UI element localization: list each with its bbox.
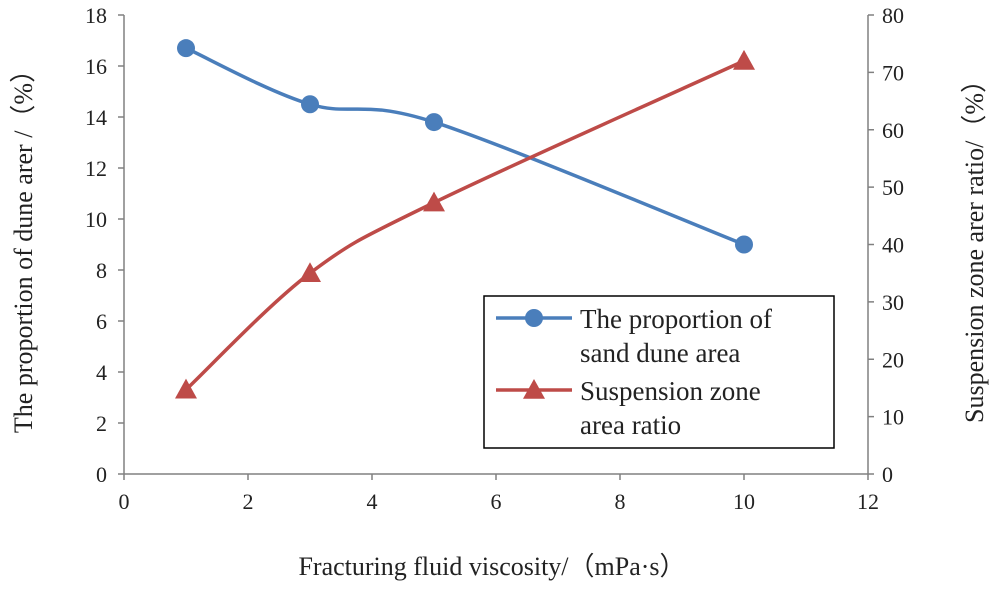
y-right-tick-label: 50: [882, 175, 904, 200]
y-left-tick-label: 18: [85, 3, 107, 28]
series-1-point: [177, 39, 195, 58]
series-1: [177, 39, 753, 254]
y-right-axis-title: Suspension zone arer ratio/（%）: [960, 67, 989, 423]
y-right-tick-label: 20: [882, 347, 904, 372]
series-1-point: [301, 95, 319, 114]
y-right-axis-ticks: 0 10 20 30 40 50 60 70 80: [868, 3, 904, 487]
y-left-axis-ticks: 0 2 4 6 8 10 12 14 16 18: [85, 3, 124, 487]
series-layer: [175, 39, 755, 399]
y-left-tick-label: 16: [85, 54, 107, 79]
series-1-line: [185, 46, 745, 247]
y-left-tick-label: 14: [85, 105, 107, 130]
y-right-tick-label: 30: [882, 290, 904, 315]
series-2-line: [184, 59, 745, 391]
x-tick-label: 4: [367, 489, 378, 514]
y-left-tick-label: 10: [85, 207, 107, 232]
y-right-tick-label: 80: [882, 3, 904, 28]
y-right-tick-label: 10: [882, 405, 904, 430]
x-tick-label: 8: [615, 489, 626, 514]
series-2-point: [175, 378, 197, 399]
series-1-point: [735, 235, 753, 254]
series-2-point: [299, 262, 321, 282]
legend-entry-2: Suspension zone area ratio: [496, 376, 761, 440]
y-left-axis-title: The proportion of dune arer /（%）: [9, 57, 38, 433]
legend-label: area ratio: [580, 410, 681, 440]
x-tick-label: 6: [491, 489, 502, 514]
legend-entry-1: The proportion of sand dune area: [496, 304, 772, 368]
y-right-tick-label: 0: [882, 462, 893, 487]
legend-marker: [523, 379, 545, 399]
y-left-tick-label: 0: [96, 462, 107, 487]
series-2: [175, 49, 755, 399]
x-tick-label: 10: [733, 489, 755, 514]
legend: The proportion of sand dune area Suspensio…: [483, 295, 835, 449]
y-right-tick-label: 70: [882, 60, 904, 85]
y-right-tick-label: 40: [882, 233, 904, 258]
x-tick-label: 2: [243, 489, 254, 514]
legend-label: The proportion of: [580, 304, 772, 334]
y-right-tick-label: 60: [882, 118, 904, 143]
y-left-tick-label: 4: [96, 360, 107, 385]
x-axis-ticks: 0 2 4 6 8 10 12: [119, 474, 879, 514]
x-tick-label: 12: [857, 489, 879, 514]
series-2-point: [423, 191, 445, 212]
legend-label: sand dune area: [580, 338, 740, 368]
legend-label: Suspension zone: [580, 376, 761, 406]
x-axis-title: Fracturing fluid viscosity/（mPa·s）: [298, 552, 685, 581]
y-left-tick-label: 6: [96, 309, 107, 334]
series-2-point: [733, 49, 755, 70]
y-left-tick-label: 12: [85, 156, 107, 181]
y-left-tick-label: 8: [96, 258, 107, 283]
series-1-point: [425, 113, 443, 132]
legend-marker: [525, 309, 543, 327]
x-tick-label: 0: [119, 489, 130, 514]
y-left-tick-label: 2: [96, 411, 107, 436]
